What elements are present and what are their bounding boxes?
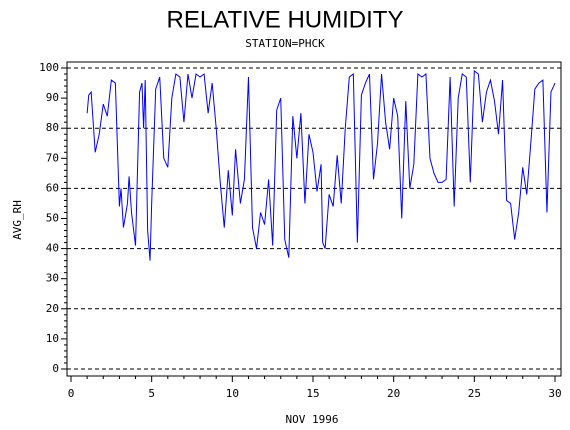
y-tick-label: 30 (46, 272, 59, 285)
x-axis-label: NOV 1996 (286, 413, 339, 426)
y-tick-label: 80 (46, 121, 59, 134)
x-tick-label: 20 (387, 387, 400, 400)
y-axis-label: AVG_RH (11, 200, 24, 240)
x-tick-label: 0 (68, 387, 75, 400)
y-tick-label: 20 (46, 302, 59, 315)
x-tick-label: 25 (468, 387, 481, 400)
y-tick-label: 60 (46, 181, 59, 194)
y-tick-label: 90 (46, 91, 59, 104)
y-tick-label: 10 (46, 332, 59, 345)
x-tick-label: 10 (226, 387, 239, 400)
y-tick-label: 0 (52, 362, 59, 375)
data-line (86, 70, 556, 261)
y-tick-label: 100 (39, 61, 59, 74)
chart-subtitle: STATION=PHCK (245, 37, 325, 50)
y-tick-label: 50 (46, 212, 59, 225)
y-tick-label: 40 (46, 242, 59, 255)
plot-frame (66, 61, 562, 377)
x-tick-label: 30 (548, 387, 561, 400)
chart-title: RELATIVE HUMIDITY (167, 6, 404, 33)
y-tick-label: 70 (46, 151, 59, 164)
x-tick-label: 15 (306, 387, 319, 400)
x-tick-label: 5 (148, 387, 155, 400)
